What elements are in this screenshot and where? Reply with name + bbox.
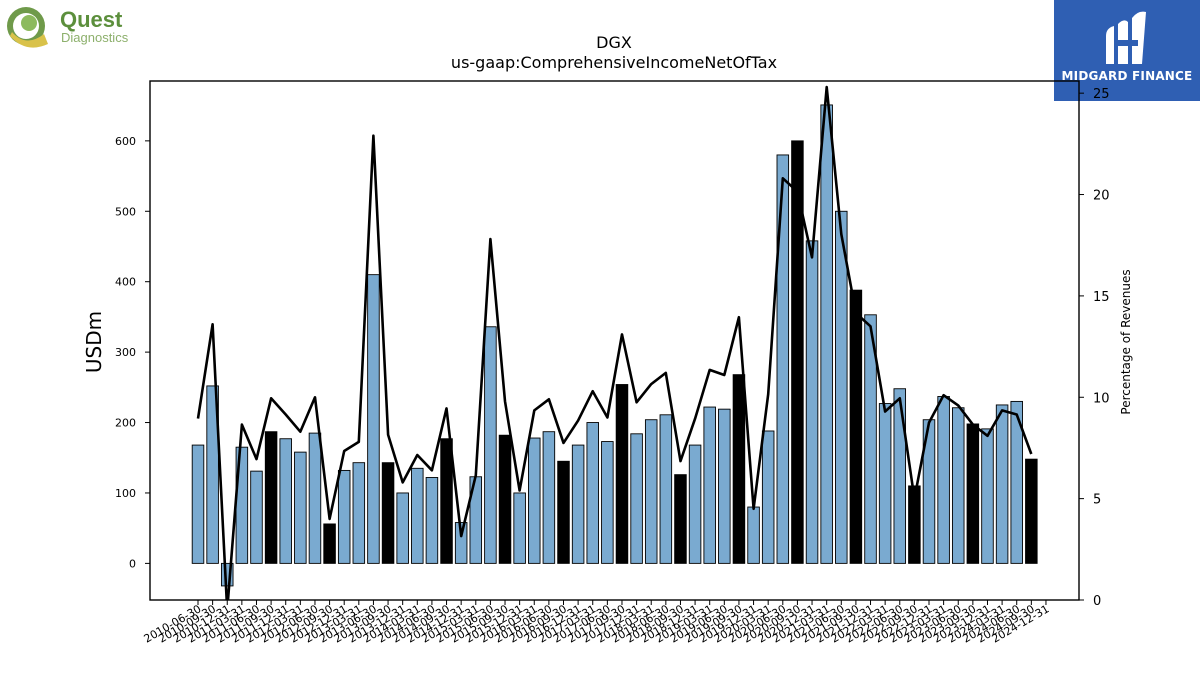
bar-2017-06-30 [601, 441, 614, 564]
chart-subtitle: us-gaap:ComprehensiveIncomeNetOfTax [451, 53, 777, 72]
right-axis-ticks: 0 5 10 15 20 25 [1079, 87, 1110, 609]
bar-2011-06-30 [250, 470, 263, 564]
percentage-line [196, 85, 1033, 600]
bar-2012-06-30 [308, 432, 322, 564]
bar-2011-12-31 [279, 438, 292, 564]
y2tick-label: 15 [1093, 290, 1110, 305]
quest-sub-text: Diagnostics [61, 30, 129, 45]
y2tick-label: 10 [1093, 391, 1110, 406]
bar-2022-12-31 [922, 419, 936, 564]
bar-2013-06-30 [367, 274, 380, 564]
bar-2021-03-31 [820, 104, 833, 564]
bar-2010-09-30 [206, 385, 219, 564]
quest-logo-mark: Quest Diagnostics [7, 7, 129, 48]
ytick-label: 200 [115, 417, 136, 430]
ytick-label: 0 [129, 557, 136, 570]
bar-2017-12-31 [630, 433, 643, 564]
bar-2017-03-31 [586, 422, 599, 564]
y2tick-label: 20 [1093, 189, 1110, 204]
bar-2024-03-31 [995, 404, 1009, 564]
midgard-brand-text: MIDGARD FINANCE [1061, 69, 1193, 83]
ytick-label: 100 [115, 487, 136, 500]
bar-2018-06-30 [659, 414, 673, 564]
quest-diagnostics-logo: Quest Diagnostics [4, 4, 164, 52]
bar-2022-09-30 [908, 485, 921, 564]
bar-2013-09-30 [381, 462, 395, 564]
bar-2023-06-30 [951, 407, 965, 564]
bar-2016-06-30 [542, 431, 556, 564]
bar-2014-12-31 [454, 522, 468, 564]
plot-frame [149, 80, 1080, 601]
quest-brand-text: Quest [60, 7, 123, 32]
ytick-label: 500 [115, 205, 136, 218]
bar-2024-09-30 [1025, 458, 1038, 564]
chart-title: DGX [596, 33, 632, 52]
bar-2024-06-30 [1010, 400, 1023, 564]
bar-2014-09-30 [440, 438, 453, 564]
y2tick-label: 5 [1093, 493, 1101, 508]
y-axis-label: USDm [82, 311, 106, 373]
bar-2017-09-30 [615, 384, 629, 564]
bar-2019-06-30 [718, 408, 731, 564]
bar-2018-03-31 [644, 419, 658, 564]
ytick-label: 600 [115, 135, 136, 148]
bar-2015-09-30 [498, 434, 512, 564]
y2tick-label: 25 [1093, 87, 1110, 102]
bar-2020-09-30 [791, 140, 804, 564]
bar-2020-12-31 [805, 240, 819, 564]
bar-2023-09-30 [966, 423, 980, 564]
bar-2021-06-30 [835, 210, 848, 564]
bar-2013-03-31 [352, 462, 366, 564]
x-axis-ticks: 2010-06-302010-09-302010-12-312011-03-31… [142, 600, 1051, 646]
bar-2013-12-31 [396, 492, 409, 564]
bar-2014-03-31 [411, 467, 424, 564]
bar-2016-09-30 [557, 460, 570, 564]
bar-2020-06-30 [776, 154, 790, 564]
bar-2020-03-31 [761, 430, 775, 564]
bar-2019-12-31 [747, 506, 760, 564]
bar-2014-06-30 [425, 477, 439, 564]
bar-2023-03-31 [937, 396, 950, 564]
bar-2023-12-31 [981, 428, 994, 564]
left-axis-ticks: 0 100 200 300 400 500 600 [115, 135, 150, 570]
bar-2021-12-31 [864, 314, 877, 564]
bar-2022-03-31 [878, 403, 892, 564]
y2tick-label: 0 [1093, 594, 1101, 609]
bar-2012-03-31 [294, 451, 307, 564]
bar-2019-03-31 [703, 406, 716, 564]
y2-axis-label: Percentage of Revenues [1119, 269, 1133, 414]
bar-2018-09-30 [674, 474, 687, 564]
bars-group [191, 104, 1038, 587]
bar-2021-09-30 [849, 289, 863, 564]
ytick-label: 300 [115, 346, 136, 359]
ytick-label: 400 [115, 276, 136, 289]
bar-2015-06-30 [484, 326, 497, 564]
bar-2011-09-30 [264, 431, 278, 564]
bar-2016-12-31 [571, 444, 585, 564]
bar-2012-09-30 [323, 523, 336, 564]
bar-2012-12-31 [337, 469, 351, 564]
midgard-logo-mark [1106, 11, 1146, 65]
line-group [196, 85, 1033, 600]
bar-2016-03-31 [528, 437, 541, 564]
bar-2022-06-30 [893, 388, 907, 564]
bar-2015-12-31 [513, 492, 526, 564]
bar-2018-12-31 [688, 444, 702, 564]
bar-2019-09-30 [732, 374, 746, 564]
bar-2010-06-30 [191, 444, 205, 564]
